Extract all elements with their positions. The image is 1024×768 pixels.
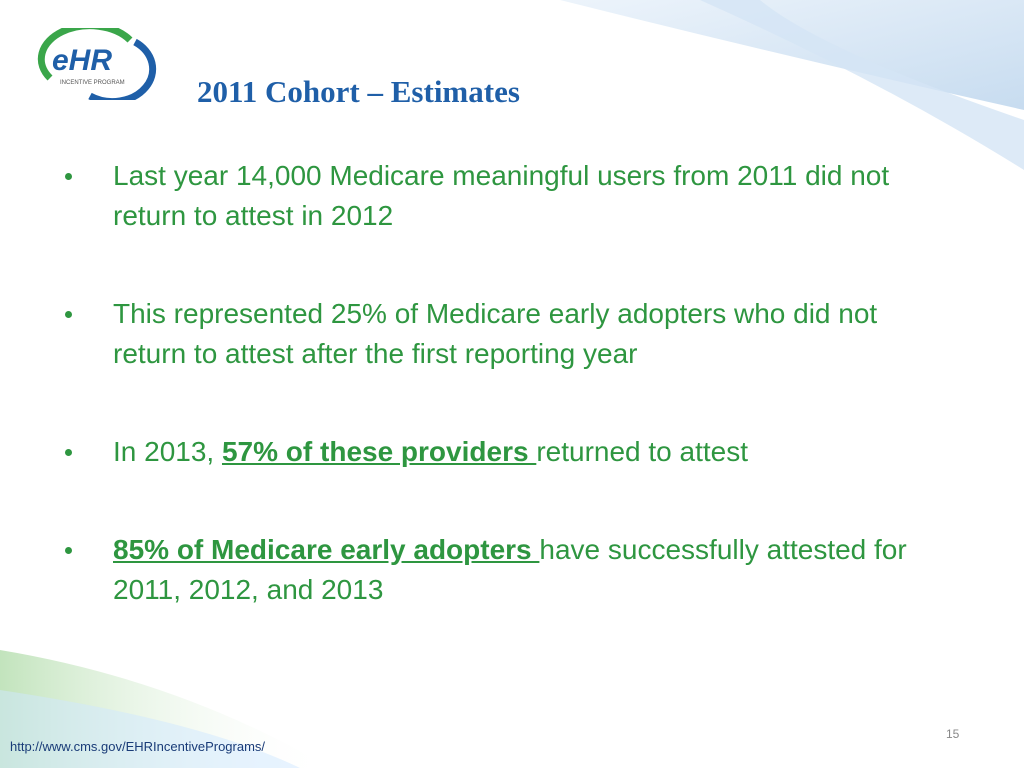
bullet-item: In 2013, 57% of these providers returned… <box>65 432 945 472</box>
top-swoosh <box>560 0 1024 110</box>
logo-arc <box>37 28 133 81</box>
bullet-item: This represented 25% of Medicare early a… <box>65 294 945 374</box>
bullet-dot <box>65 449 72 456</box>
bullet-text: have successfully attested for 2011, 201… <box>113 534 907 605</box>
bullet-text: This represented 25% of Medicare early a… <box>113 298 878 369</box>
bullet-list: Last year 14,000 Medicare meaningful use… <box>65 156 945 668</box>
bullet-dot <box>65 547 72 554</box>
bullet-dot <box>65 311 72 318</box>
footer-url: http://www.cms.gov/EHRIncentivePrograms/ <box>10 739 266 754</box>
emphasis-text: 57% of these providers <box>221 436 537 467</box>
bullet-item: Last year 14,000 Medicare meaningful use… <box>65 156 945 236</box>
bullet-text: In 2013, <box>113 436 222 467</box>
page-number: 15 <box>946 727 960 741</box>
bullet-text: Last year 14,000 Medicare meaningful use… <box>113 160 890 231</box>
logo-tagline: INCENTIVE PROGRAM <box>60 80 125 86</box>
bullet-item: 85% of Medicare early adopters have succ… <box>65 530 945 610</box>
logo-mark: eHR <box>52 44 112 77</box>
logo-arc <box>88 38 157 100</box>
bullet-text: returned to attest <box>536 436 749 467</box>
bullet-dot <box>65 173 72 180</box>
bottom-swoosh-2 <box>0 690 300 768</box>
emphasis-text: 85% of Medicare early adopters <box>113 534 540 565</box>
slide-title: 2011 Cohort – Estimates <box>197 74 520 109</box>
logo: eHR INCENTIVE PROGRAM <box>37 28 157 100</box>
